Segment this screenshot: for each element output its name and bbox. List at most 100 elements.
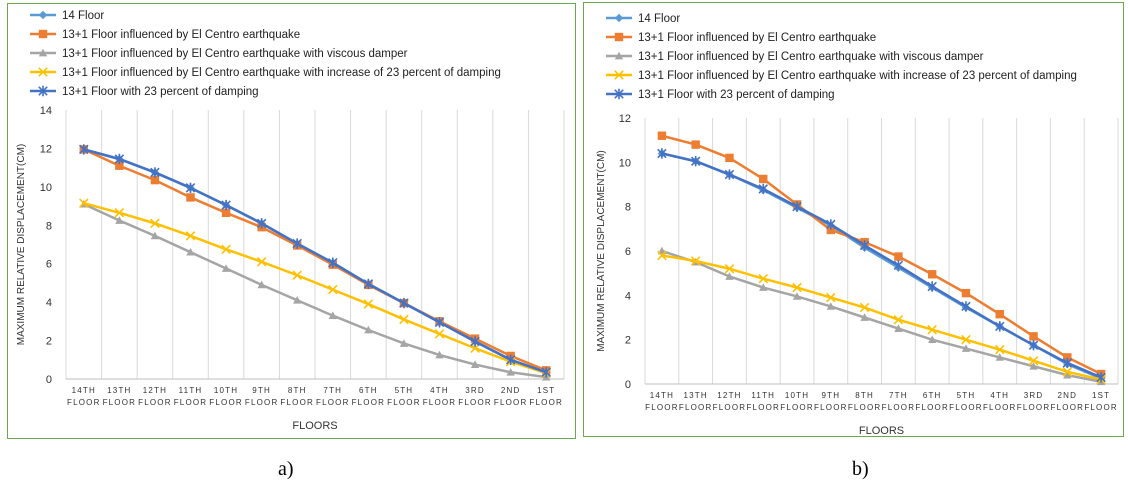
data-point <box>1029 362 1038 370</box>
data-point <box>115 216 124 224</box>
data-point <box>185 231 196 241</box>
data-point <box>826 225 836 235</box>
y-tick-label: 12 <box>40 143 52 155</box>
series-line <box>83 148 547 374</box>
data-point <box>79 144 89 155</box>
data-point <box>186 193 195 202</box>
data-point <box>363 299 374 309</box>
data-point <box>894 324 903 332</box>
legend: 14 Floor 13+1 Floor influenced by El Cent… <box>606 13 1077 101</box>
data-point <box>893 260 904 271</box>
x-tick-label: 5TH <box>957 391 976 400</box>
data-point <box>150 167 160 178</box>
x-tick-label: FLOOR <box>882 403 916 412</box>
data-point <box>1028 340 1039 351</box>
series-3 <box>79 199 551 381</box>
gridlines <box>644 118 1119 384</box>
data-point <box>115 161 124 170</box>
x-tick-label: FLOOR <box>983 403 1017 412</box>
x-tick-label: FLOOR <box>679 403 713 412</box>
data-point <box>995 353 1004 361</box>
y-ticks: 0 2 4 6 8 10 12 <box>619 113 631 391</box>
x-tick-label: FLOOR <box>949 403 983 412</box>
legend-marker <box>38 67 48 77</box>
data-point <box>657 148 667 159</box>
data-point <box>725 153 734 163</box>
x-tick-label: 2ND <box>501 386 521 395</box>
chart-panel-b: 14 Floor 13+1 Floor influenced by El Cent… <box>583 2 1124 437</box>
data-point <box>657 131 667 140</box>
chart-a-svg: 14 Floor 13+1 Floor influenced by El Cent… <box>16 10 565 432</box>
y-tick-label: 0 <box>625 379 631 391</box>
data-point <box>690 256 701 266</box>
legend-entry: 13+1 Floor influenced by El Centro earth… <box>62 67 501 79</box>
data-point <box>893 314 904 325</box>
data-point <box>927 281 937 292</box>
x-tick-label: 4TH <box>990 391 1009 400</box>
data-point <box>759 283 768 291</box>
x-tick-label: 13TH <box>107 386 131 395</box>
legend-entry: 13+1 Floor with 23 percent of damping <box>638 89 835 101</box>
data-point <box>1062 367 1073 377</box>
series-line <box>661 254 1102 381</box>
x-tick-label: FLOOR <box>280 398 314 407</box>
x-tick-label: FLOOR <box>67 398 101 407</box>
x-tick-label: 9TH <box>821 391 840 400</box>
data-point <box>961 334 971 345</box>
data-point <box>826 302 836 310</box>
y-tick-label: 6 <box>46 259 52 271</box>
legend-marker <box>38 48 48 57</box>
series-line <box>661 134 1102 376</box>
series-line <box>83 148 547 372</box>
series-line <box>83 201 547 375</box>
data-point <box>221 244 231 255</box>
legend-entry: 13+1 Floor influenced by El Centro earth… <box>62 48 408 60</box>
data-point <box>257 280 266 289</box>
data-point <box>470 336 480 347</box>
data-point <box>186 247 195 256</box>
data-point <box>150 175 160 185</box>
legend-entry: 13+1 Floor influenced by El Centro earth… <box>638 51 984 63</box>
x-tick-label: 1ST <box>1092 391 1110 400</box>
caption-b: b) <box>852 458 869 480</box>
data-point <box>961 288 971 298</box>
x-tick-label: 8TH <box>288 386 307 395</box>
y-ticks: 0 2 4 6 8 10 12 14 <box>40 105 52 386</box>
legend-entry: 13+1 Floor influenced by El Centro earth… <box>62 29 300 41</box>
x-tick-label: FLOOR <box>494 398 528 407</box>
data-point <box>894 252 903 261</box>
data-point <box>1028 355 1039 366</box>
legend-entry: 14 Floor <box>638 13 680 25</box>
y-tick-label: 4 <box>46 297 52 309</box>
data-point <box>221 199 231 211</box>
data-point <box>114 208 125 218</box>
data-point <box>292 238 302 249</box>
x-tick-label: FLOOR <box>814 403 848 412</box>
data-point <box>505 354 516 365</box>
legend: 14 Floor 13+1 Floor influenced by El Cent… <box>30 10 501 98</box>
data-point <box>758 273 769 284</box>
data-point <box>364 325 373 334</box>
y-tick-label: 0 <box>46 374 52 386</box>
x-tick-label: FLOOR <box>138 398 172 407</box>
data-point <box>860 313 869 321</box>
data-point <box>1063 353 1072 362</box>
data-point <box>150 231 160 240</box>
legend-marker <box>614 70 624 80</box>
y-axis-title: MAXIMUM RELATIVE DISPLACEMENT(CM) <box>16 144 27 346</box>
data-point <box>859 302 870 313</box>
data-point <box>435 350 444 359</box>
x-tick-label: 9TH <box>252 386 271 395</box>
legend-entry: 13+1 Floor influenced by El Centro earth… <box>638 32 876 44</box>
x-tick-label: FLOOR <box>915 403 949 412</box>
data-point <box>256 257 267 267</box>
x-tick-label: FLOOR <box>458 398 492 407</box>
data-point <box>328 311 337 319</box>
data-point <box>792 282 802 293</box>
data-point <box>506 368 515 376</box>
x-tick-label: 12TH <box>717 391 741 400</box>
y-tick-label: 4 <box>625 290 631 302</box>
x-tick-label: FLOOR <box>848 403 882 412</box>
gridlines <box>65 110 565 379</box>
data-point <box>994 321 1005 332</box>
